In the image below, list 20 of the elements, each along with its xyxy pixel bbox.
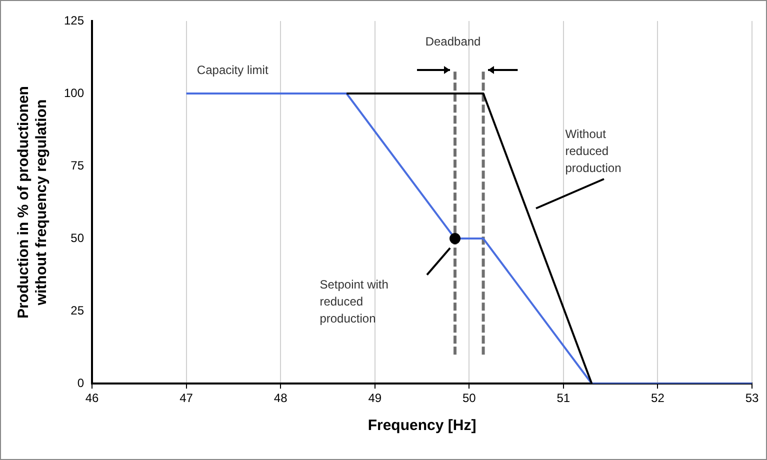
x-tick-label: 48 [274, 391, 288, 406]
x-axis-title: Frequency [Hz] [368, 417, 476, 434]
x-tick-label: 46 [85, 391, 100, 406]
x-tick-label: 49 [368, 391, 382, 406]
x-tick-label: 47 [180, 391, 194, 406]
x-tick-label: 53 [745, 391, 759, 406]
y-tick-label: 75 [70, 158, 84, 172]
y-tick-label: 0 [77, 376, 84, 390]
x-tick-label: 52 [651, 391, 665, 406]
y-tick-label: 50 [70, 230, 84, 245]
x-tick-label: 50 [462, 391, 476, 406]
annotation: Without reduced production [565, 126, 622, 175]
annotation: Deadband [425, 34, 481, 49]
annotation: Capacity limit [196, 63, 269, 78]
y-tick-label: 100 [64, 86, 84, 100]
annotation: Setpoint with reduced production [320, 277, 388, 326]
y-axis-title: Production in % of productionen without frequency regulation [15, 86, 50, 319]
y-tick-label: 25 [70, 303, 84, 318]
x-tick-label: 51 [556, 391, 570, 406]
y-tick-label: 125 [64, 13, 84, 28]
